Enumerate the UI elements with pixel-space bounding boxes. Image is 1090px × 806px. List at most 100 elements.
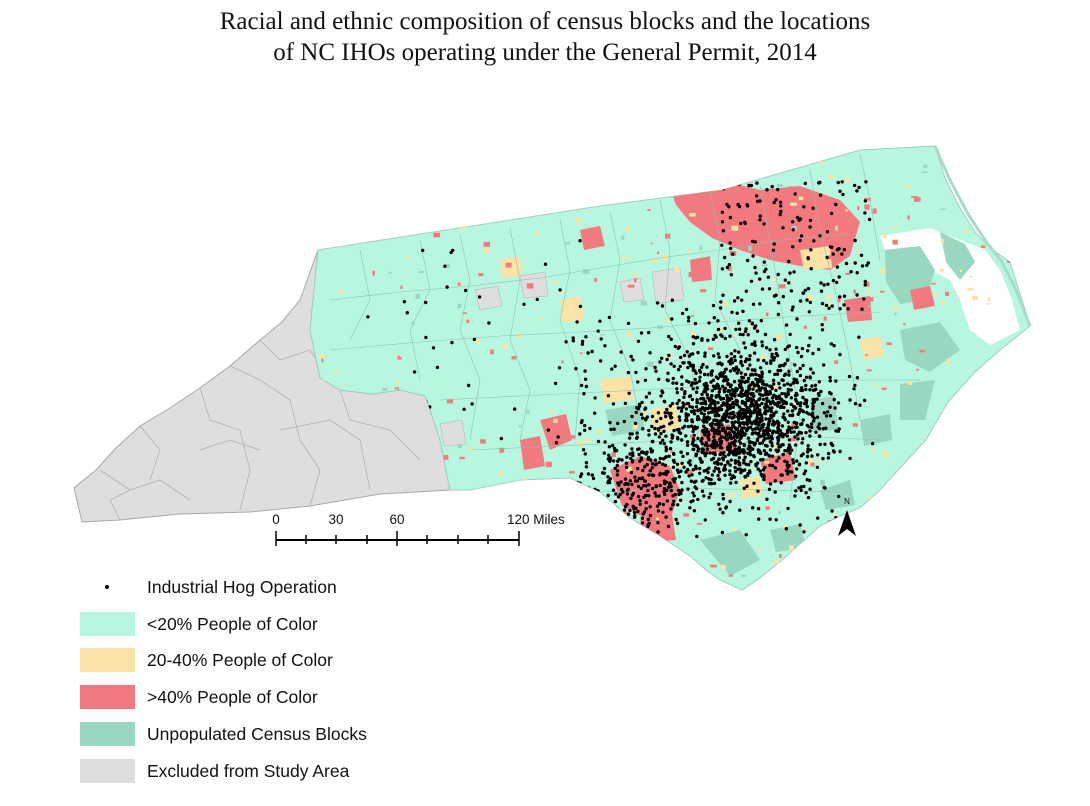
hog-operation-point — [718, 437, 722, 442]
hog-operation-point — [653, 458, 658, 462]
hog-operation-point — [789, 402, 793, 406]
hog-operation-point — [725, 433, 729, 437]
census-block-speck — [1003, 498, 1010, 505]
hog-operation-point — [630, 432, 634, 436]
hog-operation-point — [670, 298, 674, 302]
hog-operation-point — [639, 457, 643, 462]
hog-operation-point — [743, 329, 748, 334]
hog-operation-point — [773, 490, 777, 494]
hog-operation-point — [676, 346, 680, 350]
hog-operation-point — [729, 476, 734, 481]
census-block-speck — [939, 268, 944, 272]
hog-operation-point — [796, 433, 800, 437]
hog-operation-point — [799, 488, 803, 493]
hog-operation-point — [729, 426, 733, 431]
hog-operation-point — [846, 307, 850, 311]
census-block-speck — [826, 294, 832, 300]
hog-operation-point — [753, 419, 757, 424]
hog-operation-point — [825, 230, 830, 234]
hog-operation-point — [614, 492, 618, 496]
hog-operation-point — [589, 505, 593, 510]
hog-operation-point — [812, 416, 816, 420]
census-block-speck — [514, 204, 518, 211]
hog-operation-point — [785, 358, 790, 362]
census-block-speck — [828, 255, 831, 260]
hog-operation-point — [685, 452, 690, 456]
census-block-speck — [510, 210, 513, 212]
hog-operation-point — [783, 347, 787, 352]
hog-operation-point — [738, 414, 743, 418]
census-block-speck — [642, 180, 648, 185]
hog-operation-point — [729, 273, 733, 277]
hog-operation-point — [658, 360, 662, 364]
hog-operation-point — [585, 515, 589, 519]
hog-operation-point — [809, 422, 814, 426]
hog-operation-point — [828, 379, 832, 383]
census-block-speck — [845, 272, 851, 275]
hog-operation-point — [762, 260, 766, 264]
hog-operation-point — [818, 234, 822, 238]
hog-operation-point — [558, 288, 562, 292]
hog-operation-point — [732, 425, 736, 429]
hog-operation-point — [791, 245, 795, 249]
hog-operation-point — [611, 443, 615, 448]
hog-operation-point — [723, 386, 728, 390]
hog-operation-point — [820, 301, 825, 306]
hog-operation-point — [607, 453, 611, 457]
census-block-speck — [765, 312, 769, 317]
hog-operation-point — [745, 258, 750, 263]
hog-operation-point — [786, 472, 790, 476]
hog-operation-point — [804, 383, 808, 388]
hog-operation-point — [675, 387, 679, 391]
hog-operation-point — [729, 383, 733, 387]
hog-operation-point — [677, 430, 681, 434]
hog-operation-point — [602, 466, 607, 471]
hog-operation-point — [737, 410, 742, 414]
hog-operation-point — [691, 468, 696, 472]
excluded-swatch — [80, 759, 135, 783]
hog-operation-point — [853, 383, 857, 388]
hog-operation-point — [738, 467, 742, 471]
hog-operation-point — [779, 204, 783, 208]
census-block-speck — [419, 514, 422, 520]
hog-operation-point — [754, 271, 758, 275]
hog-operation-point — [665, 407, 669, 412]
hog-operation-point — [707, 417, 711, 421]
hog-operation-point — [810, 411, 815, 415]
hog-operation-point — [650, 424, 654, 429]
hog-operation-point — [706, 430, 710, 434]
hog-operation-point — [620, 458, 624, 462]
hog-operation-point — [608, 459, 612, 463]
hog-operation-point — [608, 480, 612, 485]
hog-operation-point — [818, 180, 822, 185]
scale-tick-30: 30 — [328, 512, 343, 527]
census-block-speck — [734, 528, 737, 531]
hog-operation-point — [734, 327, 738, 332]
hog-operation-point — [677, 415, 681, 419]
hog-operation-point — [726, 398, 731, 402]
hog-operation-point — [641, 427, 645, 431]
hog-operation-point — [623, 443, 627, 447]
hog-operation-point — [853, 261, 857, 265]
hog-operation-point — [686, 487, 690, 491]
hog-operation-point — [606, 493, 610, 498]
hog-operation-point — [678, 364, 682, 369]
hog-operation-point — [697, 379, 702, 383]
hog-operation-point — [680, 461, 684, 465]
hog-operation-point — [786, 392, 790, 397]
census-block-speck — [947, 517, 951, 520]
hog-operation-point — [727, 263, 732, 267]
census-block-speck — [625, 534, 629, 538]
hog-operation-point — [714, 375, 719, 379]
hog-operation-point — [729, 352, 734, 356]
hog-operation-point — [470, 402, 474, 406]
hog-operation-point — [637, 447, 641, 451]
hog-operation-point — [755, 199, 760, 203]
census-block-speck — [912, 458, 918, 460]
hog-operation-point — [791, 220, 795, 224]
hog-operation-point — [728, 334, 732, 338]
hog-operation-point — [798, 366, 802, 371]
hog-operation-point — [546, 428, 550, 432]
hog-operation-point — [778, 368, 783, 373]
hog-operation-point — [692, 438, 696, 442]
